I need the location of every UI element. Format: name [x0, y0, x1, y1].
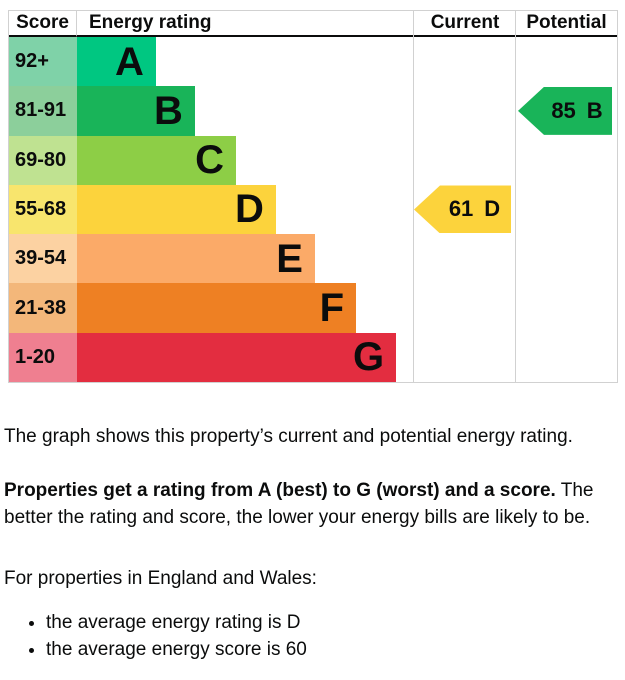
band-score-g: 1-20 — [9, 332, 77, 382]
intro-paragraph: The graph shows this property’s current … — [4, 426, 573, 447]
band-score-b: 81-91 — [9, 86, 77, 136]
potential-header: Potential — [516, 11, 617, 37]
band-bar-d: D — [77, 184, 276, 235]
current-rating-arrow: 61 D — [414, 185, 511, 234]
epc-chart: Score Energy rating Current Potential 92… — [8, 10, 618, 383]
band-bar-a: A — [77, 37, 156, 87]
average-stats-list: the average energy rating is D the avera… — [4, 609, 616, 663]
potential-score-value: 85 — [551, 97, 576, 123]
band-bar-c: C — [77, 135, 237, 185]
current-header: Current — [414, 11, 516, 37]
band-bar-f: F — [77, 283, 357, 333]
epc-grid: Score Energy rating Current Potential 92… — [9, 11, 617, 382]
rating-explanation-paragraph: Properties get a rating from A (best) to… — [4, 477, 616, 531]
potential-column-divider — [515, 11, 516, 382]
potential-arrow-cell: 85 B — [516, 86, 617, 135]
band-score-f: 21-38 — [9, 283, 77, 333]
band-bar-g: G — [77, 332, 397, 382]
potential-rating-arrow: 85 B — [518, 86, 612, 135]
band-bar-cell-b: B — [77, 86, 414, 136]
rating-explanation-rest: The better the rating and score, the low… — [4, 480, 594, 528]
band-bar-cell-f: F — [77, 283, 414, 333]
energy-rating-header: Energy rating — [77, 11, 414, 37]
band-score-c: 69-80 — [9, 135, 77, 185]
band-bar-cell-e: E — [77, 234, 414, 284]
band-score-d: 55-68 — [9, 184, 77, 235]
band-score-a: 92+ — [9, 37, 77, 87]
current-score-value: 61 — [448, 196, 474, 222]
band-score-e: 39-54 — [9, 234, 77, 284]
band-bar-cell-a: A — [77, 37, 414, 87]
chart-description: The graph shows this property’s current … — [4, 383, 616, 663]
band-bar-e: E — [77, 234, 315, 284]
band-bar-cell-c: C — [77, 135, 414, 185]
rating-explanation-bold: Properties get a rating from A (best) to… — [4, 480, 556, 501]
list-item: the average energy rating is D — [46, 609, 616, 636]
band-bar-b: B — [77, 86, 195, 136]
current-column-divider — [413, 11, 414, 382]
current-arrow-cell: 61 D — [414, 185, 516, 234]
region-line: For properties in England and Wales: — [4, 568, 317, 589]
score-header: Score — [9, 11, 77, 37]
band-bar-cell-d: D — [77, 184, 414, 235]
list-item: the average energy score is 60 — [46, 636, 616, 663]
band-bar-cell-g: G — [77, 332, 414, 382]
current-rating-letter: D — [484, 196, 501, 222]
potential-rating-letter: B — [586, 97, 603, 123]
